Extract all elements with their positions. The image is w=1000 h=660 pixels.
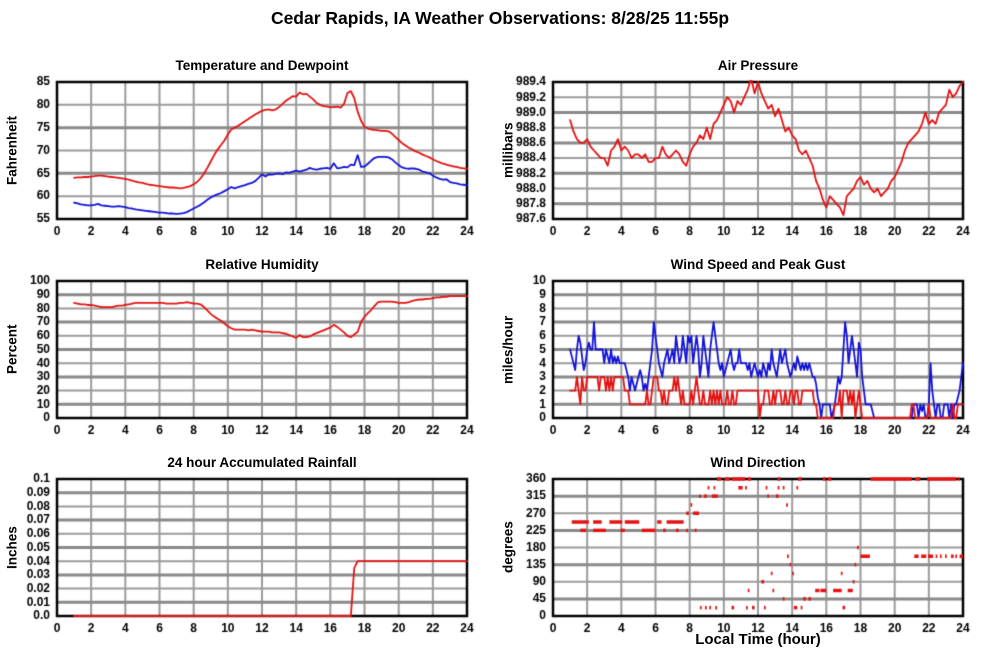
y-axis-label: Fahrenheit xyxy=(4,116,20,186)
air-pressure-plot xyxy=(496,52,1000,263)
page-title: Cedar Rapids, IA Weather Observations: 8… xyxy=(270,8,730,28)
y-axis-label: degrees xyxy=(500,521,516,574)
wind-speed-gust-plot xyxy=(496,251,1000,462)
chart-title: Wind Speed and Peak Gust xyxy=(670,257,846,272)
y-axis-label: millibars xyxy=(500,122,516,179)
y-axis-label: miles/hour xyxy=(500,315,516,384)
relative-humidity-plot xyxy=(0,251,504,462)
chart-title: Air Pressure xyxy=(717,58,799,73)
temperature-dewpoint-chart: Temperature and Dewpoint Fahrenheit xyxy=(0,52,504,263)
chart-title: Wind Direction xyxy=(710,455,806,470)
wind-speed-gust-chart: Wind Speed and Peak Gust miles/hour xyxy=(496,251,1000,462)
wind-direction-chart: Wind Direction degrees Local Time (hour) xyxy=(496,449,1000,660)
rainfall-chart: 24 hour Accumulated Rainfall Inches xyxy=(0,449,504,660)
temperature-dewpoint-plot xyxy=(0,52,504,263)
chart-title: 24 hour Accumulated Rainfall xyxy=(167,455,357,470)
x-axis-label: Local Time (hour) xyxy=(695,631,821,648)
relative-humidity-chart: Relative Humidity Percent xyxy=(0,251,504,462)
y-axis-label: Percent xyxy=(4,324,20,375)
y-axis-label: Inches xyxy=(4,526,20,569)
rainfall-plot xyxy=(0,449,504,660)
wind-direction-plot xyxy=(496,449,1000,660)
chart-title: Relative Humidity xyxy=(205,257,319,272)
chart-title: Temperature and Dewpoint xyxy=(175,58,349,73)
air-pressure-chart: Air Pressure millibars xyxy=(496,52,1000,263)
